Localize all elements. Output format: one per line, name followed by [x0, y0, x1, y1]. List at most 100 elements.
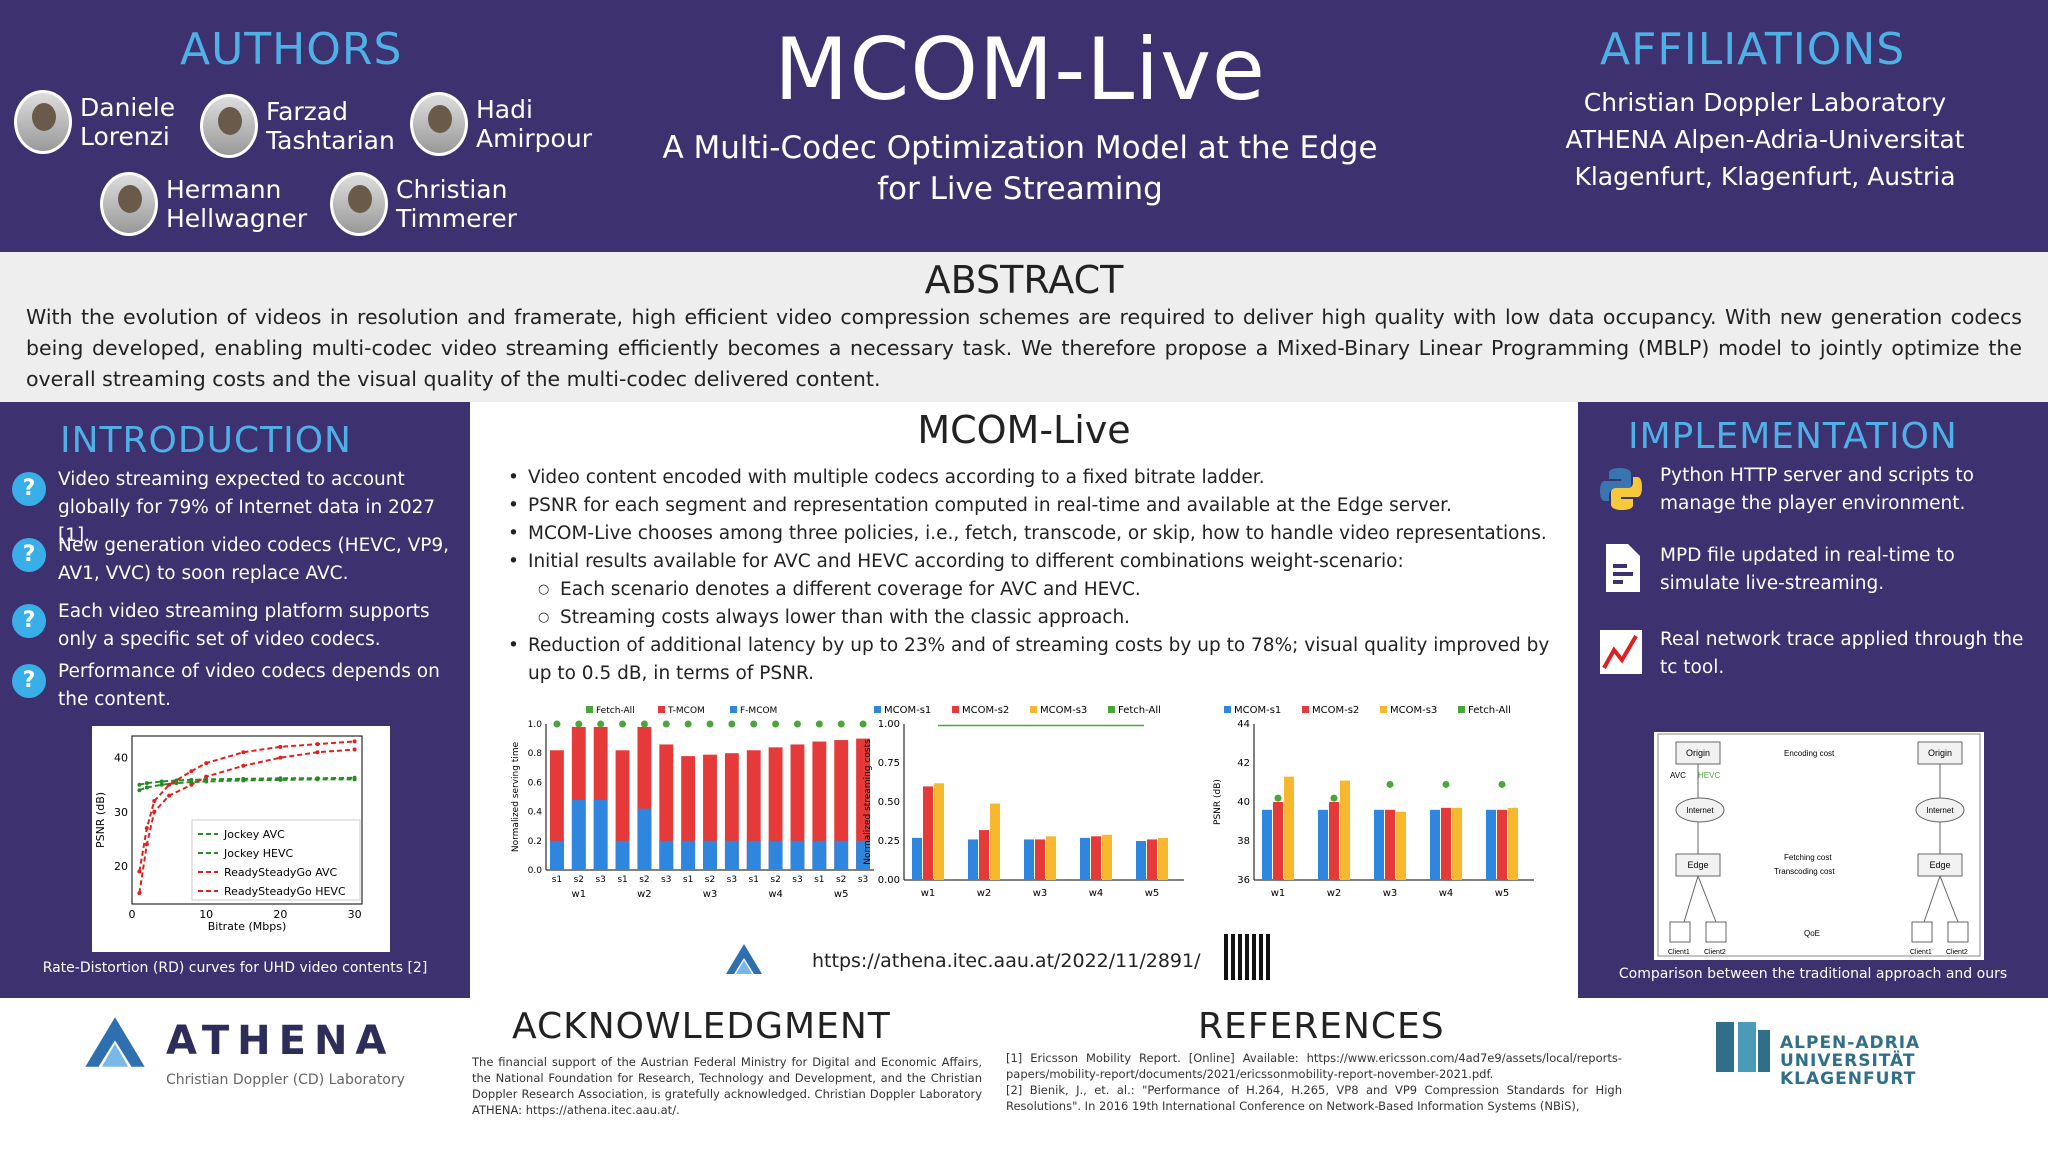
x-tick-label: w5	[1495, 888, 1510, 899]
fetch-all-point	[750, 720, 758, 728]
author-name: Hadi Amirpour	[476, 95, 592, 153]
bar-f-mcom	[681, 840, 696, 870]
bar	[1046, 836, 1056, 880]
bar	[1136, 841, 1146, 880]
fetch-all-point	[706, 720, 714, 728]
bar-f-mcom	[703, 840, 717, 870]
internet-cloud	[1675, 797, 1725, 823]
fetch-all-point	[1330, 794, 1338, 802]
implementation-title: IMPLEMENTATION	[1628, 416, 1958, 457]
introduction-title: INTRODUCTION	[60, 420, 352, 461]
bar	[979, 830, 989, 880]
legend-swatch	[1030, 706, 1037, 713]
file-icon	[1606, 544, 1640, 592]
fetch-all-point	[662, 720, 670, 728]
data-point	[278, 744, 283, 749]
y-tick-label: 1.00	[878, 719, 900, 730]
authors-title: AUTHORS	[180, 24, 403, 75]
bar	[1284, 776, 1294, 880]
legend-swatch	[952, 706, 959, 713]
legend-label: Jockey HEVC	[223, 847, 294, 860]
x-tick-label: s3	[661, 875, 671, 885]
legend-label: MCOM-s3	[1040, 705, 1087, 716]
avatar	[100, 172, 158, 236]
y-tick-label: 38	[1237, 836, 1250, 847]
data-point	[137, 869, 142, 874]
x-tick-label: s1	[617, 875, 627, 885]
bar	[1385, 809, 1395, 880]
bar-f-mcom	[746, 840, 761, 870]
data-point	[159, 782, 164, 787]
bar	[1430, 809, 1440, 880]
x-tick-label: 10	[199, 908, 213, 921]
legend-swatch	[874, 706, 881, 713]
bar	[968, 839, 978, 880]
x-tick-label: w2	[1327, 888, 1342, 899]
data-point	[352, 739, 357, 744]
bar-f-mcom	[571, 799, 586, 870]
data-point	[152, 799, 157, 804]
origin-label: Origin	[1686, 748, 1710, 758]
fetch-all-point	[619, 720, 627, 728]
aau-logo: ALPEN-ADRIA UNIVERSITÄT KLAGENFURT	[1714, 1016, 1934, 1096]
y-tick-label: 0.0	[528, 866, 543, 876]
streaming-costs-chart: 0.00 0.25 0.50 0.75 1.00 Normalized streaming…	[863, 705, 1184, 899]
series-line	[138, 740, 355, 872]
bar-f-mcom	[615, 840, 630, 870]
y-tick-label: 40	[1237, 797, 1250, 808]
bar	[934, 783, 944, 880]
fetch-all-point	[1274, 794, 1282, 802]
abstract-text: With the evolution of videos in resoluti…	[26, 305, 2022, 391]
bar	[1497, 809, 1507, 880]
client2-label: Client2	[1704, 949, 1726, 956]
project-url[interactable]: https://athena.itec.aau.at/2022/11/2891/	[812, 950, 1201, 972]
aau-logo-icon	[1716, 1022, 1770, 1072]
y-tick-label: 0.25	[878, 836, 900, 847]
bar-f-mcom	[856, 840, 870, 870]
y-tick-label: 36	[1237, 875, 1250, 886]
y-tick-label: 20	[114, 860, 128, 873]
x-tick-label: w3	[1033, 888, 1048, 899]
y-tick-label: 0.2	[528, 837, 542, 847]
group-label: w4	[768, 889, 783, 900]
edge-label: Edge	[1929, 860, 1950, 870]
reference-item: [2] Bienik, J., et. al.: "Performance of…	[1006, 1083, 1622, 1113]
bar-f-mcom	[790, 840, 805, 870]
bar-t-mcom	[790, 744, 805, 870]
data-point	[137, 782, 142, 787]
fetch-all-point	[859, 720, 867, 728]
qr-code[interactable]	[1224, 934, 1270, 980]
legend-label: MCOM-s1	[1234, 705, 1281, 716]
legend-swatch	[586, 706, 593, 713]
bar-f-mcom	[768, 840, 783, 870]
group-label: w2	[637, 889, 652, 900]
avatar	[330, 172, 388, 236]
intro-text: Performance of video codecs depends on t…	[58, 661, 440, 710]
legend-label: ReadySteadyGo AVC	[224, 866, 338, 879]
intro-text: Each video streaming platform supports o…	[58, 601, 430, 650]
legend-label: F-MCOM	[740, 706, 777, 716]
center-title: MCOM-Live	[917, 408, 1131, 452]
legend-swatch	[658, 706, 665, 713]
bar	[1147, 839, 1157, 880]
x-tick-label: s2	[639, 875, 649, 885]
rd-curves-svg: 0 10 20 30 20 30 40 Bitrate (Mbps) PSNR (dB) Jock…	[94, 735, 363, 933]
list-item: ? Each video streaming platform supports…	[12, 598, 462, 654]
impl-text: Python HTTP server and scripts to manage…	[1660, 465, 1975, 514]
data-point	[352, 775, 357, 780]
list-item: Python HTTP server and scripts to manage…	[1598, 462, 2038, 518]
intro-text: Video streaming expected to account glob…	[58, 469, 436, 546]
data-point	[159, 779, 164, 784]
bar	[923, 786, 933, 880]
bar-f-mcom	[637, 808, 652, 870]
serving-time-chart: 0.0 0.2 0.4 0.6 0.8 1.0 Normalized serving tim…	[511, 706, 874, 900]
references-text: [1] Ericsson Mobility Report. [Online] A…	[1006, 1050, 1622, 1114]
x-tick-label: w1	[1271, 888, 1286, 899]
fetch-all-point	[597, 720, 605, 728]
legend-label: Fetch-All	[596, 706, 635, 716]
bar	[1091, 836, 1101, 880]
legend-swatch	[1108, 706, 1115, 713]
bar	[1024, 839, 1034, 880]
fetch-all-point	[684, 720, 692, 728]
bar-t-mcom	[550, 750, 564, 870]
